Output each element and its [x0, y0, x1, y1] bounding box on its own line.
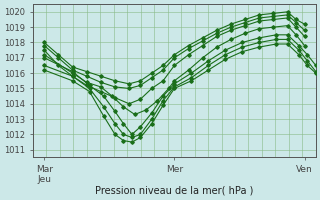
X-axis label: Pression niveau de la mer( hPa ): Pression niveau de la mer( hPa )	[95, 186, 253, 196]
